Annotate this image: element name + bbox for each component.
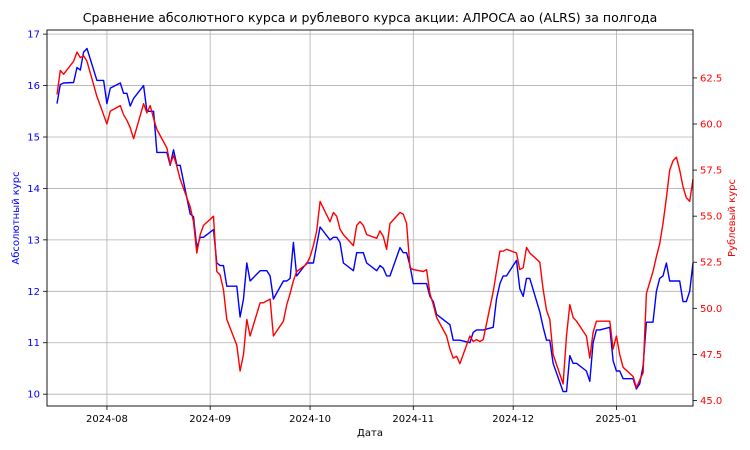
y-left-tick-label-5: 15 bbox=[27, 132, 40, 143]
x-tick-label-0: 2024-08 bbox=[86, 414, 128, 425]
y-left-tick-label-6: 16 bbox=[27, 81, 40, 92]
series-layer bbox=[56, 47, 694, 393]
series-ruble-line bbox=[56, 51, 694, 389]
grid-lines bbox=[47, 30, 693, 406]
y-left-tick-label-0: 10 bbox=[27, 390, 40, 401]
chart-title: Сравнение абсолютного курса и рублевого … bbox=[83, 10, 657, 25]
y-right-tick-label-5: 57.5 bbox=[700, 166, 722, 177]
y-axis-right: 45.0 47.5 50.0 52.5 55.0 57.5 60.0 62.5 bbox=[693, 73, 722, 407]
y-right-tick-label-2: 50.0 bbox=[700, 304, 722, 315]
y-axis-left-label: Абсолютный курс bbox=[11, 171, 22, 264]
x-axis: 2024-08 2024-09 2024-10 2024-11 2024-12 2025-… bbox=[86, 406, 637, 425]
y-right-tick-label-3: 52.5 bbox=[700, 258, 722, 269]
x-tick-label-5: 2025-01 bbox=[596, 414, 638, 425]
y-right-tick-label-4: 55.0 bbox=[700, 212, 722, 223]
x-tick-label-4: 2024-12 bbox=[492, 414, 534, 425]
y-right-tick-label-6: 60.0 bbox=[700, 120, 722, 131]
y-right-tick-label-1: 47.5 bbox=[700, 350, 722, 361]
y-right-tick-label-0: 45.0 bbox=[700, 396, 722, 407]
x-tick-label-2: 2024-10 bbox=[289, 414, 331, 425]
y-right-tick-label-7: 62.5 bbox=[700, 73, 722, 84]
y-left-tick-label-1: 11 bbox=[27, 338, 40, 349]
x-axis-label: Дата bbox=[357, 428, 383, 439]
y-axis-right-label: Рублевый курс bbox=[727, 179, 738, 257]
x-tick-label-1: 2024-09 bbox=[189, 414, 231, 425]
y-left-tick-label-2: 12 bbox=[27, 287, 40, 298]
y-left-tick-label-4: 14 bbox=[27, 184, 40, 195]
x-tick-label-3: 2024-11 bbox=[392, 414, 434, 425]
plot-frame bbox=[46, 29, 694, 407]
y-left-tick-label-3: 13 bbox=[27, 235, 40, 246]
series-absolute-line bbox=[56, 47, 694, 393]
y-axis-left: 10 11 12 13 14 15 16 17 bbox=[27, 30, 47, 401]
y-left-tick-label-7: 17 bbox=[27, 30, 40, 41]
